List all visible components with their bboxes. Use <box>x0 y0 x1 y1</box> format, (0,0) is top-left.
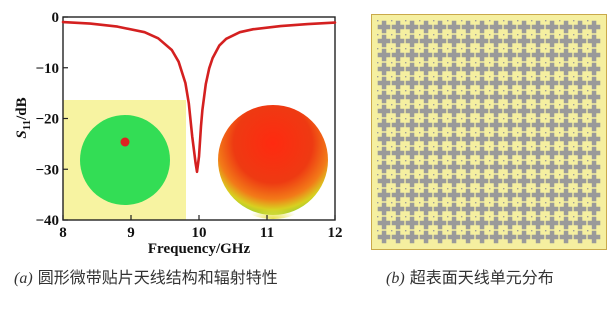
feed-point-icon <box>120 137 130 147</box>
y-tick-label: −20 <box>35 112 59 128</box>
x-tick-label: 9 <box>127 225 135 241</box>
caption-a-text: 圆形微带贴片天线结构和辐射特性 <box>32 268 278 287</box>
3d-pattern-icon <box>218 105 328 215</box>
x-axis: 8 9 10 11 12 <box>59 215 343 241</box>
y-tick-label: −40 <box>35 213 59 229</box>
y-axis: 0 −10 −20 −30 −40 <box>35 10 68 229</box>
y-tick-label: −30 <box>35 162 59 178</box>
metasurface-panel <box>371 14 607 250</box>
x-tick-label: 12 <box>328 225 343 241</box>
caption-b: (b) 超表面天线单元分布 <box>386 264 616 293</box>
patch-inset <box>63 100 186 220</box>
y-axis-title-unit: /dB <box>14 97 30 121</box>
pattern-bottom-lobe <box>245 195 301 219</box>
series-layer <box>61 20 337 174</box>
y-axis-title: S11/dB <box>14 97 33 138</box>
caption-a: (a) 圆形微带贴片天线结构和辐射特性 <box>14 264 354 293</box>
caption-b-tag: (b) <box>386 270 405 287</box>
y-tick-label: 0 <box>52 10 60 26</box>
x-axis-title: Frequency/GHz <box>148 241 251 257</box>
caption-b-text: 超表面天线单元分布 <box>404 268 554 287</box>
caption-a-tag: (a) <box>14 270 33 287</box>
y-axis-title-main: S <box>14 130 30 138</box>
y-axis-title-sub: 11 <box>21 120 33 130</box>
x-tick-label: 11 <box>260 225 274 241</box>
metasurface-cells <box>377 20 601 244</box>
s11-chart: 8 9 10 11 12 0−10−20−30−40 Frequency/GHz S11… <box>14 10 343 257</box>
x-tick-label: 8 <box>59 225 67 241</box>
y-tick-label: −10 <box>35 61 59 77</box>
series-line <box>61 20 337 174</box>
x-tick-label: 10 <box>192 225 207 241</box>
metasurface-grid-icon <box>377 20 601 244</box>
circular-patch-icon <box>80 115 170 205</box>
radiation-pattern-inset <box>218 105 328 219</box>
